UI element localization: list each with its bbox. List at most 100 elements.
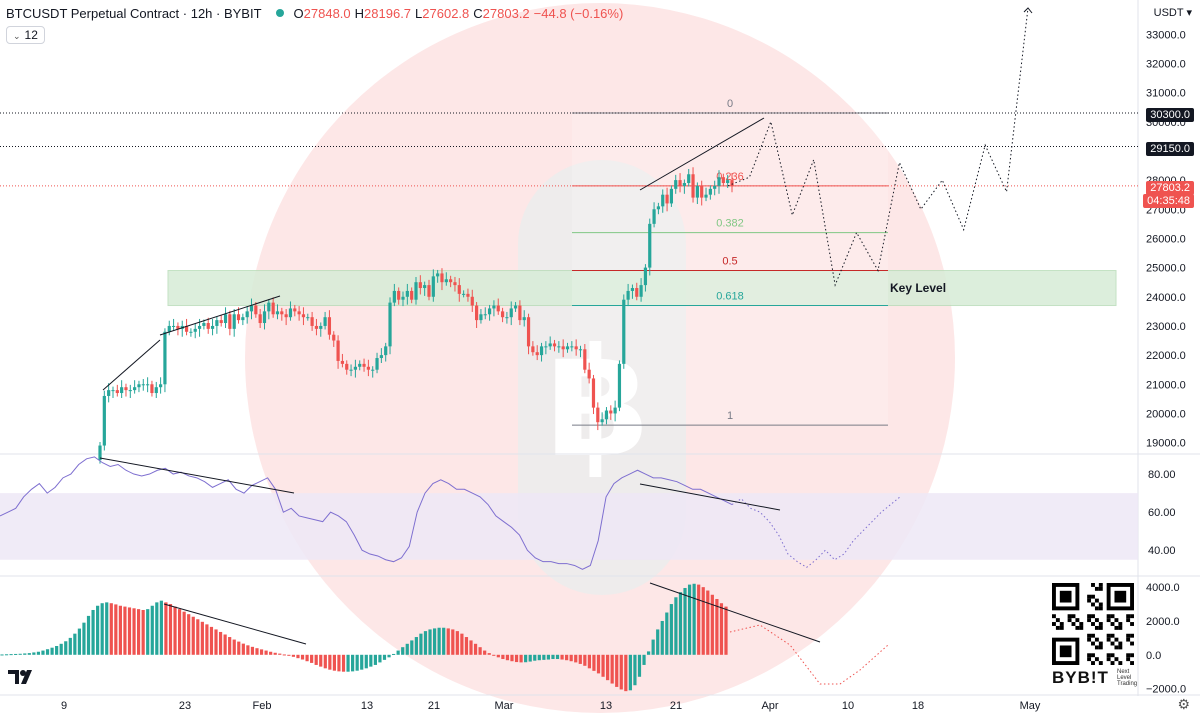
macd-bar <box>460 633 464 655</box>
macd-bar <box>164 602 168 655</box>
macd-bar <box>127 607 132 655</box>
candle-body <box>210 325 215 329</box>
macd-bar <box>232 639 236 655</box>
macd-bar <box>14 653 18 655</box>
candle-body <box>639 285 643 297</box>
candle-body <box>423 285 427 289</box>
qr-module <box>1087 637 1092 642</box>
qr-module <box>1094 598 1099 603</box>
qr-module <box>1126 633 1131 638</box>
candle-body <box>587 369 591 379</box>
candle-body <box>661 194 665 207</box>
price-tick-label: 25000.0 <box>1146 263 1186 275</box>
interval-selector[interactable]: ⌄ 12 <box>6 26 45 44</box>
macd-bar <box>697 584 701 655</box>
candle-body <box>535 352 539 356</box>
macd-bar <box>4 654 9 656</box>
candle-body <box>405 290 409 297</box>
time-tick-label: 23 <box>179 700 191 712</box>
qr-module <box>1110 641 1115 646</box>
macd-tick-label: 0.0 <box>1146 650 1161 662</box>
candle-body <box>384 346 388 356</box>
macd-bar <box>378 654 382 663</box>
macd-bar <box>537 654 541 661</box>
qr-module <box>1052 622 1056 626</box>
macd-bar <box>214 629 218 655</box>
price-tick-label: 21000.0 <box>1146 379 1186 391</box>
qr-module <box>1114 637 1119 642</box>
candle-body <box>306 317 310 319</box>
qr-module <box>1106 637 1111 642</box>
macd-divergence-line <box>649 582 821 643</box>
qr-module <box>1130 622 1134 626</box>
macd-divergence-line <box>163 603 307 645</box>
candle-body <box>630 288 635 291</box>
qr-module <box>1106 614 1111 619</box>
candle-body <box>314 325 319 329</box>
macd-bar <box>391 653 396 655</box>
macd-bar <box>687 584 692 655</box>
open-value: 27848.0 <box>303 6 351 21</box>
candle-body <box>505 317 509 319</box>
macd-bar <box>528 654 532 662</box>
macd-bar <box>228 637 232 655</box>
symbol-title[interactable]: BTCUSDT Perpetual Contract · 12h · BYBIT <box>6 6 262 21</box>
qr-module <box>1067 618 1072 623</box>
candle-body <box>262 311 267 324</box>
chevron-down-icon: ▾ <box>1186 7 1192 19</box>
currency-selector[interactable]: USDT ▾ <box>1154 6 1192 19</box>
candle-body <box>691 174 695 198</box>
last-price-tag: 27803.2 <box>1146 181 1194 195</box>
qr-module <box>1130 653 1134 658</box>
candle-body <box>362 363 366 367</box>
candle-body <box>340 360 345 364</box>
candle-body <box>193 328 197 332</box>
macd-bar <box>296 654 300 659</box>
gear-icon[interactable]: ⚙ <box>1177 696 1190 712</box>
qr-module <box>1110 614 1115 619</box>
rsi-tick-label: 60.00 <box>1148 507 1176 519</box>
candle-body <box>552 343 557 347</box>
bar-countdown-tag: 04:35:48 <box>1143 194 1194 208</box>
macd-bar <box>300 654 305 660</box>
macd-bar <box>624 654 628 692</box>
candle-body <box>275 311 280 315</box>
macd-bar <box>533 654 537 661</box>
macd-bar <box>269 651 273 655</box>
candle-body <box>591 378 596 408</box>
macd-bar <box>96 605 100 655</box>
low-value: 27602.8 <box>422 6 470 21</box>
macd-bar <box>633 654 637 686</box>
candle-body <box>219 320 223 324</box>
candle-body <box>674 180 678 189</box>
macd-bar <box>209 626 214 655</box>
candle-body <box>561 346 565 350</box>
macd-bar <box>68 637 72 655</box>
macd-bar <box>651 639 655 655</box>
qr-module <box>1087 594 1092 599</box>
macd-tick-label: −2000.0 <box>1146 684 1186 696</box>
macd-bar <box>291 654 296 657</box>
candle-body <box>171 325 176 327</box>
candle-body <box>440 273 444 283</box>
candle-body <box>526 317 531 347</box>
qr-module <box>1094 637 1099 642</box>
qr-module <box>1098 583 1103 587</box>
rsi-line <box>0 456 733 570</box>
macd-bar <box>519 654 523 663</box>
macd-bar <box>428 629 432 655</box>
candle-body <box>617 363 622 408</box>
price-tick-label: 32000.0 <box>1146 58 1186 70</box>
candle-body <box>539 346 544 356</box>
candle-body <box>236 314 241 321</box>
candle-body <box>730 180 734 186</box>
candle-body <box>695 185 699 198</box>
price-tick-label: 19000.0 <box>1146 438 1186 450</box>
macd-bar <box>473 643 478 655</box>
qr-module <box>1126 618 1131 623</box>
time-tick-label: 21 <box>428 700 440 712</box>
tradingview-logo-icon[interactable] <box>8 668 36 686</box>
candle-body <box>206 323 210 329</box>
macd-bar <box>719 603 724 655</box>
